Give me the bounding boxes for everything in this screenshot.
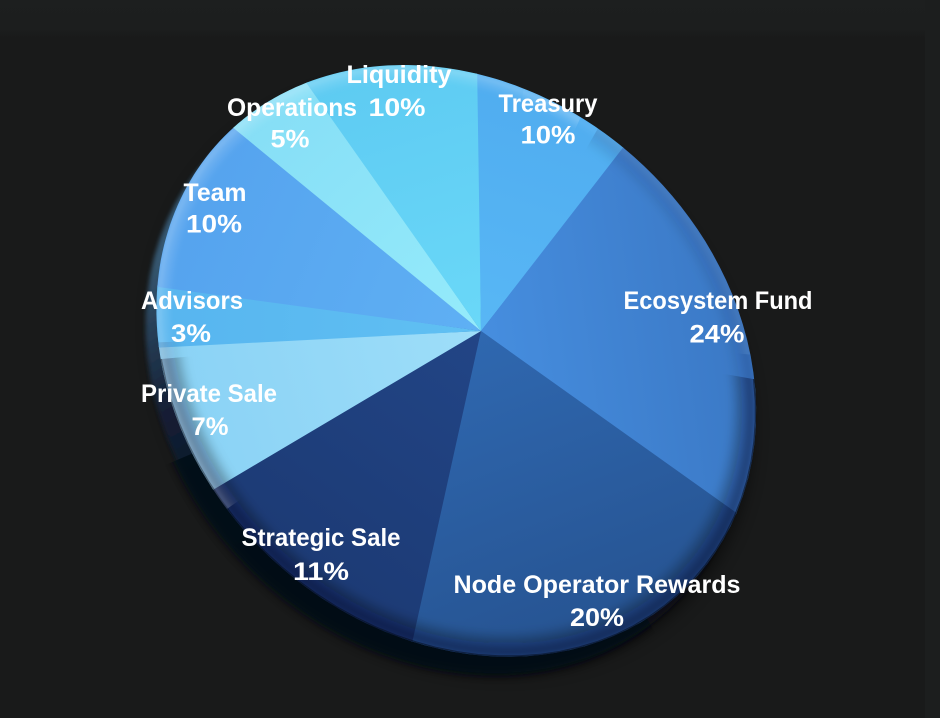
svg-text:Advisors: Advisors [141, 287, 243, 315]
svg-text:5%: 5% [271, 126, 310, 154]
svg-text:10%: 10% [186, 211, 242, 239]
svg-text:20%: 20% [570, 604, 624, 632]
svg-text:Treasury: Treasury [499, 90, 598, 118]
svg-text:Ecosystem Fund: Ecosystem Fund [624, 287, 813, 315]
svg-text:7%: 7% [192, 413, 229, 441]
svg-text:Private Sale: Private Sale [141, 380, 277, 408]
svg-text:Liquidity: Liquidity [347, 61, 452, 89]
svg-text:3%: 3% [171, 320, 211, 348]
svg-text:Operations: Operations [227, 94, 357, 122]
svg-text:Team: Team [184, 179, 247, 207]
svg-text:11%: 11% [293, 558, 349, 586]
svg-text:10%: 10% [369, 94, 426, 122]
svg-text:Node Operator Rewards: Node Operator Rewards [454, 571, 741, 599]
svg-text:24%: 24% [690, 321, 745, 349]
svg-text:10%: 10% [521, 122, 576, 150]
svg-text:Strategic Sale: Strategic Sale [242, 524, 401, 552]
